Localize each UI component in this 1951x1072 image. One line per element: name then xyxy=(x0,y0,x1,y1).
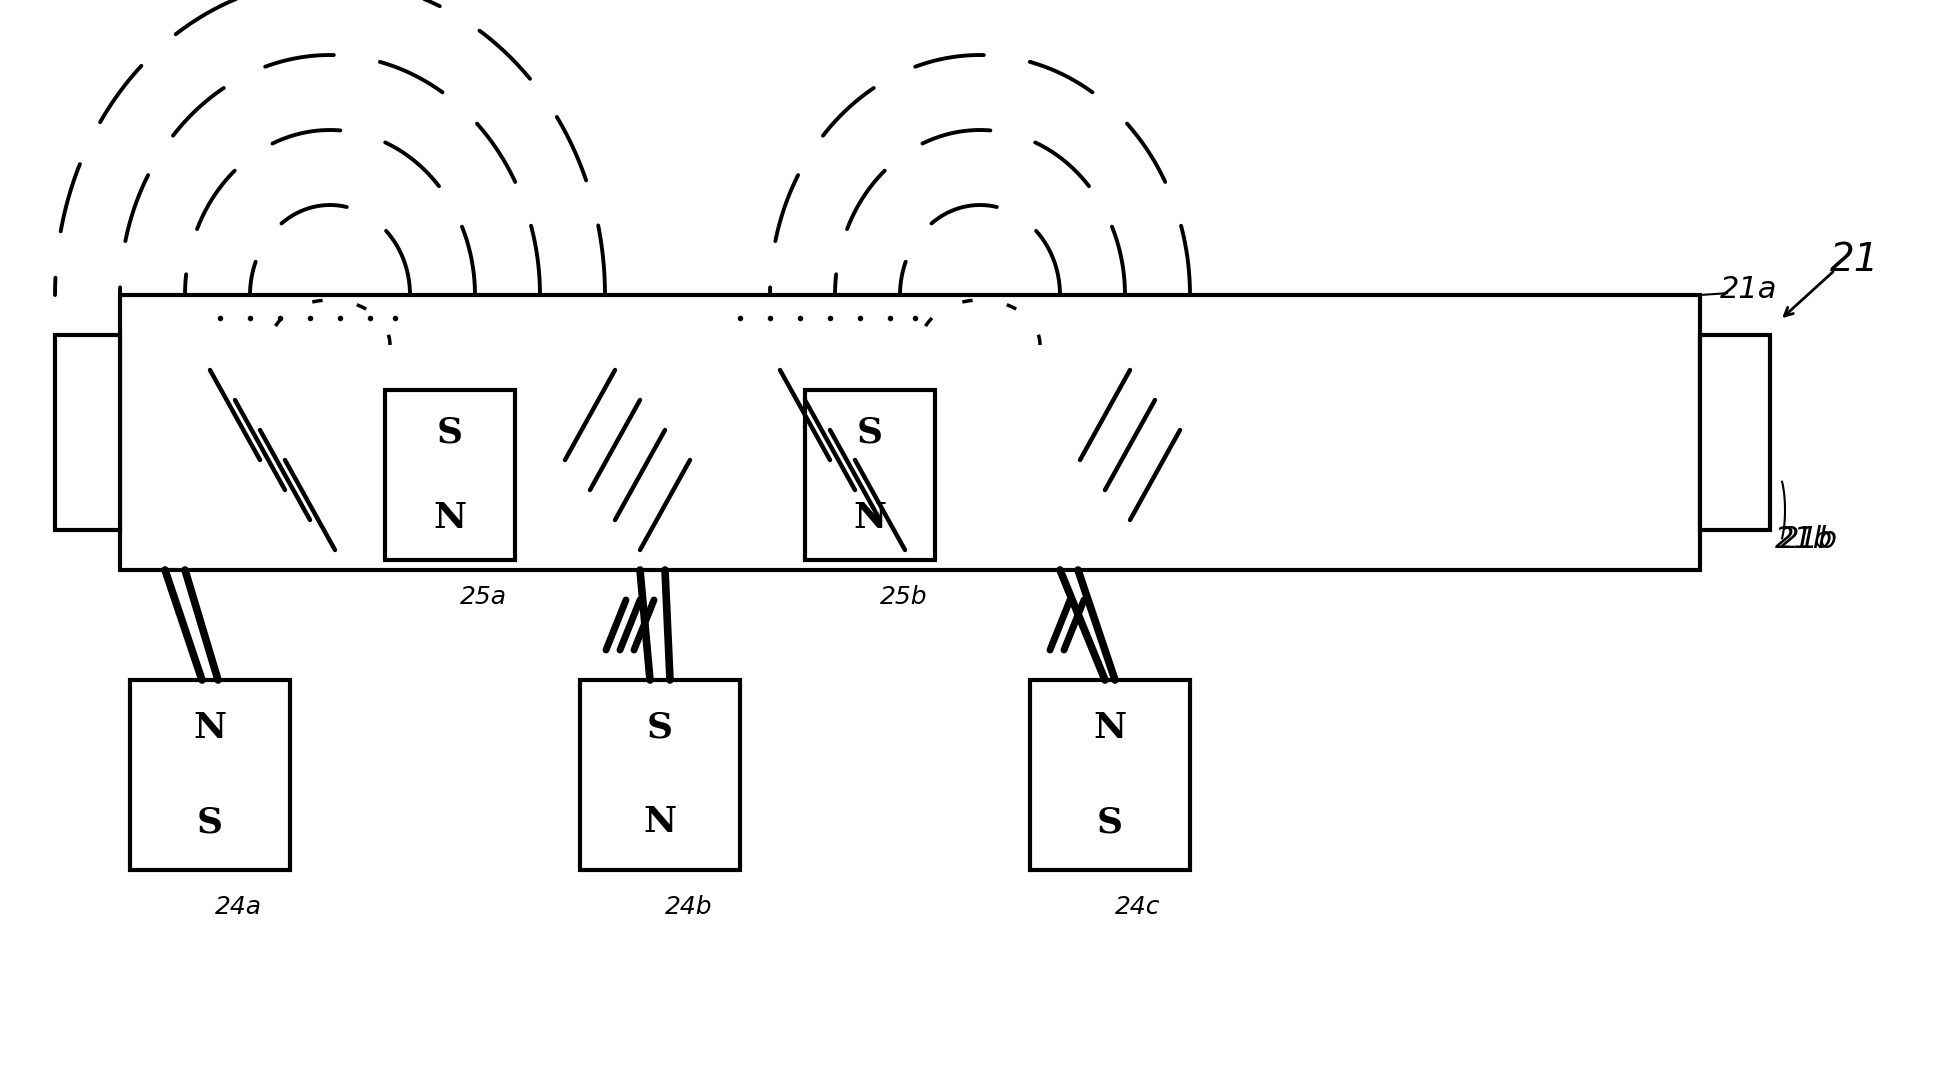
Text: S: S xyxy=(197,805,222,839)
Text: 24c: 24c xyxy=(1116,895,1161,919)
Text: S: S xyxy=(1096,805,1124,839)
Text: S: S xyxy=(648,711,673,744)
Bar xyxy=(131,680,291,870)
Text: 21b: 21b xyxy=(1775,525,1834,554)
Text: S: S xyxy=(856,416,884,449)
Text: 24a: 24a xyxy=(215,895,261,919)
Text: 21: 21 xyxy=(1830,241,1879,279)
Text: N: N xyxy=(193,711,226,744)
Bar xyxy=(1699,334,1770,530)
Text: 24b: 24b xyxy=(665,895,712,919)
Text: 25b: 25b xyxy=(880,585,927,609)
Bar xyxy=(55,334,121,530)
Text: 21a: 21a xyxy=(1721,276,1777,304)
Bar xyxy=(1030,680,1190,870)
Text: S: S xyxy=(437,416,462,449)
Bar xyxy=(121,295,1699,570)
Text: 21b: 21b xyxy=(1779,525,1838,554)
Bar xyxy=(579,680,739,870)
Text: N: N xyxy=(1093,711,1126,744)
Text: N: N xyxy=(853,501,886,535)
Text: N: N xyxy=(433,501,466,535)
Bar xyxy=(806,390,935,560)
Text: 25a: 25a xyxy=(460,585,507,609)
Text: N: N xyxy=(644,805,677,839)
Bar xyxy=(384,390,515,560)
